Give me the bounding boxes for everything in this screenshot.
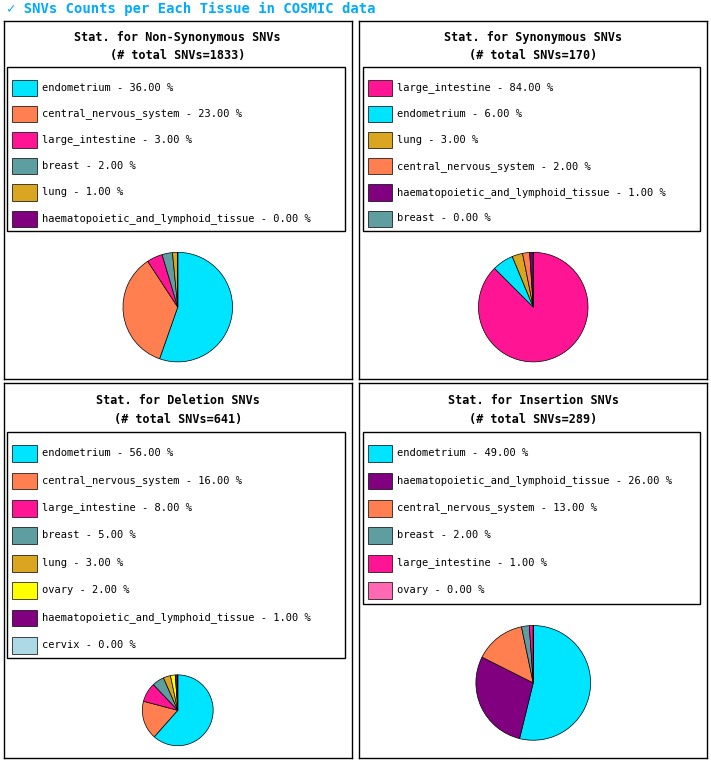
Text: cervix - 0.00 %: cervix - 0.00 % xyxy=(42,640,136,650)
Wedge shape xyxy=(148,254,178,307)
Text: lung - 3.00 %: lung - 3.00 % xyxy=(397,135,479,145)
Wedge shape xyxy=(521,626,533,683)
Wedge shape xyxy=(530,252,533,307)
Text: (# total SNVs=1833): (# total SNVs=1833) xyxy=(110,49,245,62)
Bar xyxy=(368,445,392,462)
Text: (# total SNVs=170): (# total SNVs=170) xyxy=(469,49,597,62)
Bar xyxy=(368,473,392,489)
Text: lung - 1.00 %: lung - 1.00 % xyxy=(42,187,123,197)
Text: (# total SNVs=289): (# total SNVs=289) xyxy=(469,413,597,426)
Wedge shape xyxy=(164,676,178,710)
Wedge shape xyxy=(159,252,232,362)
Text: large_intestine - 3.00 %: large_intestine - 3.00 % xyxy=(42,134,192,146)
Wedge shape xyxy=(476,657,533,738)
Bar xyxy=(12,445,37,462)
Text: large_intestine - 1.00 %: large_intestine - 1.00 % xyxy=(397,557,547,568)
Bar xyxy=(368,211,392,227)
Bar xyxy=(12,185,37,201)
Bar xyxy=(368,582,392,599)
Bar xyxy=(12,637,37,654)
Bar xyxy=(368,185,392,201)
Bar xyxy=(12,582,37,599)
Wedge shape xyxy=(154,675,213,746)
Bar xyxy=(368,159,392,175)
Wedge shape xyxy=(154,678,178,710)
Text: haematopoietic_and_lymphoid_tissue - 1.00 %: haematopoietic_and_lymphoid_tissue - 1.0… xyxy=(397,187,666,198)
Bar xyxy=(12,610,37,627)
Bar xyxy=(12,106,37,122)
Bar xyxy=(368,528,392,545)
Bar xyxy=(368,500,392,517)
Bar xyxy=(368,106,392,122)
Bar xyxy=(12,80,37,96)
Text: breast - 2.00 %: breast - 2.00 % xyxy=(397,530,491,540)
Bar xyxy=(12,473,37,489)
Text: large_intestine - 84.00 %: large_intestine - 84.00 % xyxy=(397,82,554,93)
Text: breast - 5.00 %: breast - 5.00 % xyxy=(42,530,136,540)
Wedge shape xyxy=(123,261,178,358)
Bar xyxy=(7,67,345,231)
Bar xyxy=(12,159,37,175)
Wedge shape xyxy=(529,626,533,683)
Bar xyxy=(368,555,392,571)
Text: central_nervous_system - 23.00 %: central_nervous_system - 23.00 % xyxy=(42,108,242,119)
Text: Stat. for Synonymous SNVs: Stat. for Synonymous SNVs xyxy=(444,31,622,44)
Text: ovary - 2.00 %: ovary - 2.00 % xyxy=(42,585,129,595)
Wedge shape xyxy=(173,252,178,307)
Text: endometrium - 56.00 %: endometrium - 56.00 % xyxy=(42,448,173,458)
Text: endometrium - 36.00 %: endometrium - 36.00 % xyxy=(42,83,173,93)
Text: endometrium - 49.00 %: endometrium - 49.00 % xyxy=(397,448,528,458)
Text: Stat. for Deletion SNVs: Stat. for Deletion SNVs xyxy=(96,394,260,408)
Bar xyxy=(368,132,392,148)
Text: breast - 0.00 %: breast - 0.00 % xyxy=(397,214,491,224)
Text: central_nervous_system - 13.00 %: central_nervous_system - 13.00 % xyxy=(397,502,597,513)
Text: ✓ SNVs Counts per Each Tissue in COSMIC data: ✓ SNVs Counts per Each Tissue in COSMIC … xyxy=(7,2,375,15)
Wedge shape xyxy=(482,627,533,683)
Wedge shape xyxy=(520,626,591,740)
Wedge shape xyxy=(144,685,178,710)
Bar xyxy=(7,432,345,659)
Text: haematopoietic_and_lymphoid_tissue - 1.00 %: haematopoietic_and_lymphoid_tissue - 1.0… xyxy=(42,612,311,623)
Bar xyxy=(363,432,700,604)
Text: Stat. for Insertion SNVs: Stat. for Insertion SNVs xyxy=(448,394,619,408)
Text: haematopoietic_and_lymphoid_tissue - 0.00 %: haematopoietic_and_lymphoid_tissue - 0.0… xyxy=(42,213,311,224)
Bar xyxy=(12,528,37,545)
Bar xyxy=(12,132,37,148)
Text: central_nervous_system - 2.00 %: central_nervous_system - 2.00 % xyxy=(397,161,591,172)
Text: endometrium - 6.00 %: endometrium - 6.00 % xyxy=(397,109,523,119)
Text: haematopoietic_and_lymphoid_tissue - 26.00 %: haematopoietic_and_lymphoid_tissue - 26.… xyxy=(397,475,673,486)
Text: breast - 2.00 %: breast - 2.00 % xyxy=(42,161,136,171)
Wedge shape xyxy=(162,253,178,307)
Wedge shape xyxy=(479,252,588,362)
Wedge shape xyxy=(523,253,533,307)
Text: ovary - 0.00 %: ovary - 0.00 % xyxy=(397,585,485,595)
Wedge shape xyxy=(513,254,533,307)
Bar xyxy=(12,500,37,517)
Bar xyxy=(368,80,392,96)
Text: central_nervous_system - 16.00 %: central_nervous_system - 16.00 % xyxy=(42,475,242,486)
Text: (# total SNVs=641): (# total SNVs=641) xyxy=(114,413,242,426)
Wedge shape xyxy=(176,675,178,710)
Text: Stat. for Non-Synonymous SNVs: Stat. for Non-Synonymous SNVs xyxy=(75,31,281,44)
Wedge shape xyxy=(142,701,178,737)
Text: large_intestine - 8.00 %: large_intestine - 8.00 % xyxy=(42,502,192,513)
Bar xyxy=(12,555,37,571)
Bar xyxy=(12,211,37,227)
Wedge shape xyxy=(171,675,178,710)
Wedge shape xyxy=(495,257,533,307)
Text: lung - 3.00 %: lung - 3.00 % xyxy=(42,558,123,568)
Bar xyxy=(363,67,700,231)
